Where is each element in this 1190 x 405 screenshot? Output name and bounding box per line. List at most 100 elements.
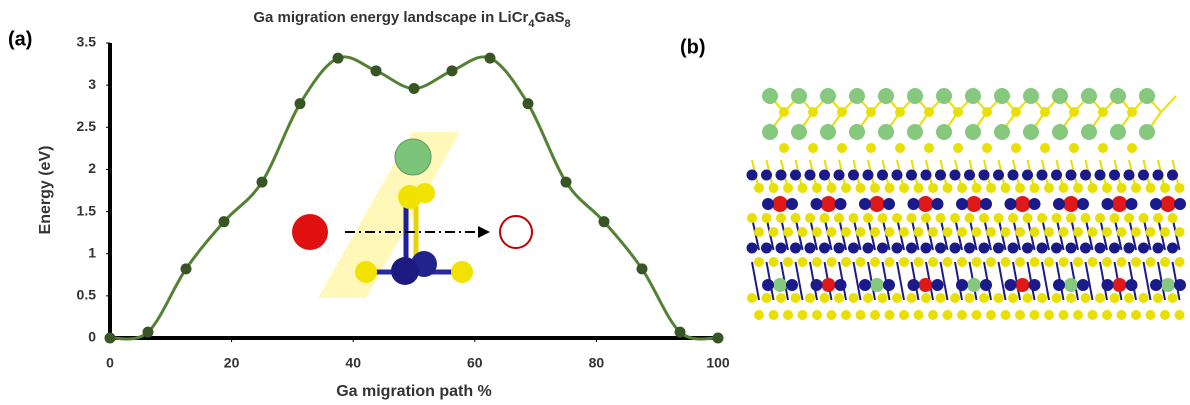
atom xyxy=(919,278,933,292)
atom xyxy=(776,170,787,181)
marker xyxy=(637,263,648,274)
atom xyxy=(883,198,895,210)
atom xyxy=(1102,198,1114,210)
atom xyxy=(761,243,772,254)
atom xyxy=(856,183,866,193)
atom xyxy=(1073,310,1083,320)
atom xyxy=(1117,310,1127,320)
atom xyxy=(870,183,880,193)
marker xyxy=(409,83,420,94)
atom xyxy=(761,170,772,181)
atom xyxy=(895,143,905,153)
marker xyxy=(713,333,724,344)
atom xyxy=(986,183,996,193)
atom xyxy=(762,124,778,140)
x-tick-label: 100 xyxy=(706,355,730,371)
atom xyxy=(812,310,822,320)
atom xyxy=(1023,213,1033,223)
atom xyxy=(822,278,836,292)
atom xyxy=(747,213,757,223)
atom xyxy=(837,107,847,117)
atom xyxy=(950,213,960,223)
atom xyxy=(1139,124,1155,140)
atom xyxy=(1040,107,1050,117)
atom xyxy=(776,243,787,254)
atom xyxy=(1095,213,1105,223)
atom xyxy=(779,143,789,153)
atom xyxy=(827,257,837,267)
atom xyxy=(986,310,996,320)
atom xyxy=(1102,310,1112,320)
atom xyxy=(1160,196,1176,212)
atom xyxy=(849,124,865,140)
atom xyxy=(754,227,764,237)
atom xyxy=(811,279,823,291)
atom xyxy=(786,279,798,291)
y-tick-label: 3 xyxy=(88,76,96,92)
atom xyxy=(747,293,757,303)
atom xyxy=(972,257,982,267)
atom xyxy=(928,310,938,320)
atom xyxy=(779,107,789,117)
atom xyxy=(783,183,793,193)
atom xyxy=(986,227,996,237)
atom xyxy=(1095,293,1105,303)
atom xyxy=(1095,170,1106,181)
atom xyxy=(1069,107,1079,117)
atom xyxy=(964,243,975,254)
atom xyxy=(1150,198,1162,210)
atom xyxy=(993,170,1004,181)
marker xyxy=(485,53,496,64)
atom xyxy=(1146,257,1156,267)
atom xyxy=(1040,143,1050,153)
atom xyxy=(1146,183,1156,193)
atom xyxy=(1175,257,1185,267)
atom xyxy=(790,243,801,254)
atom xyxy=(1069,143,1079,153)
atom-ga xyxy=(292,214,328,250)
atom xyxy=(747,243,758,254)
atom xyxy=(1088,183,1098,193)
atom xyxy=(936,293,946,303)
atom xyxy=(1015,196,1031,212)
atom xyxy=(980,198,992,210)
atom xyxy=(791,293,801,303)
atom xyxy=(994,88,1010,104)
atom xyxy=(899,257,909,267)
atom xyxy=(762,279,774,291)
atom xyxy=(885,183,895,193)
atom xyxy=(1059,227,1069,237)
atom xyxy=(776,293,786,303)
atom xyxy=(1153,293,1163,303)
atom xyxy=(1102,257,1112,267)
marker xyxy=(295,98,306,109)
atom xyxy=(1015,183,1025,193)
atom xyxy=(1131,183,1141,193)
atom xyxy=(776,213,786,223)
atom xyxy=(1080,243,1091,254)
atom xyxy=(1052,124,1068,140)
atom xyxy=(1174,279,1186,291)
atom xyxy=(1037,213,1047,223)
atom xyxy=(1139,213,1149,223)
atom xyxy=(878,213,888,223)
atom xyxy=(1109,170,1120,181)
atom xyxy=(892,293,902,303)
atom xyxy=(834,293,844,303)
atom xyxy=(798,257,808,267)
atom xyxy=(892,170,903,181)
atom xyxy=(1088,227,1098,237)
atom xyxy=(1030,183,1040,193)
atom xyxy=(1029,198,1041,210)
atom xyxy=(1051,243,1062,254)
atom xyxy=(1095,243,1106,254)
atom xyxy=(1053,198,1065,210)
atom xyxy=(956,198,968,210)
atom xyxy=(1001,257,1011,267)
y-tick-label: 0 xyxy=(88,329,96,345)
atom xyxy=(885,310,895,320)
atom xyxy=(899,310,909,320)
atom xyxy=(870,310,880,320)
atom xyxy=(762,293,772,303)
atom xyxy=(1124,293,1134,303)
